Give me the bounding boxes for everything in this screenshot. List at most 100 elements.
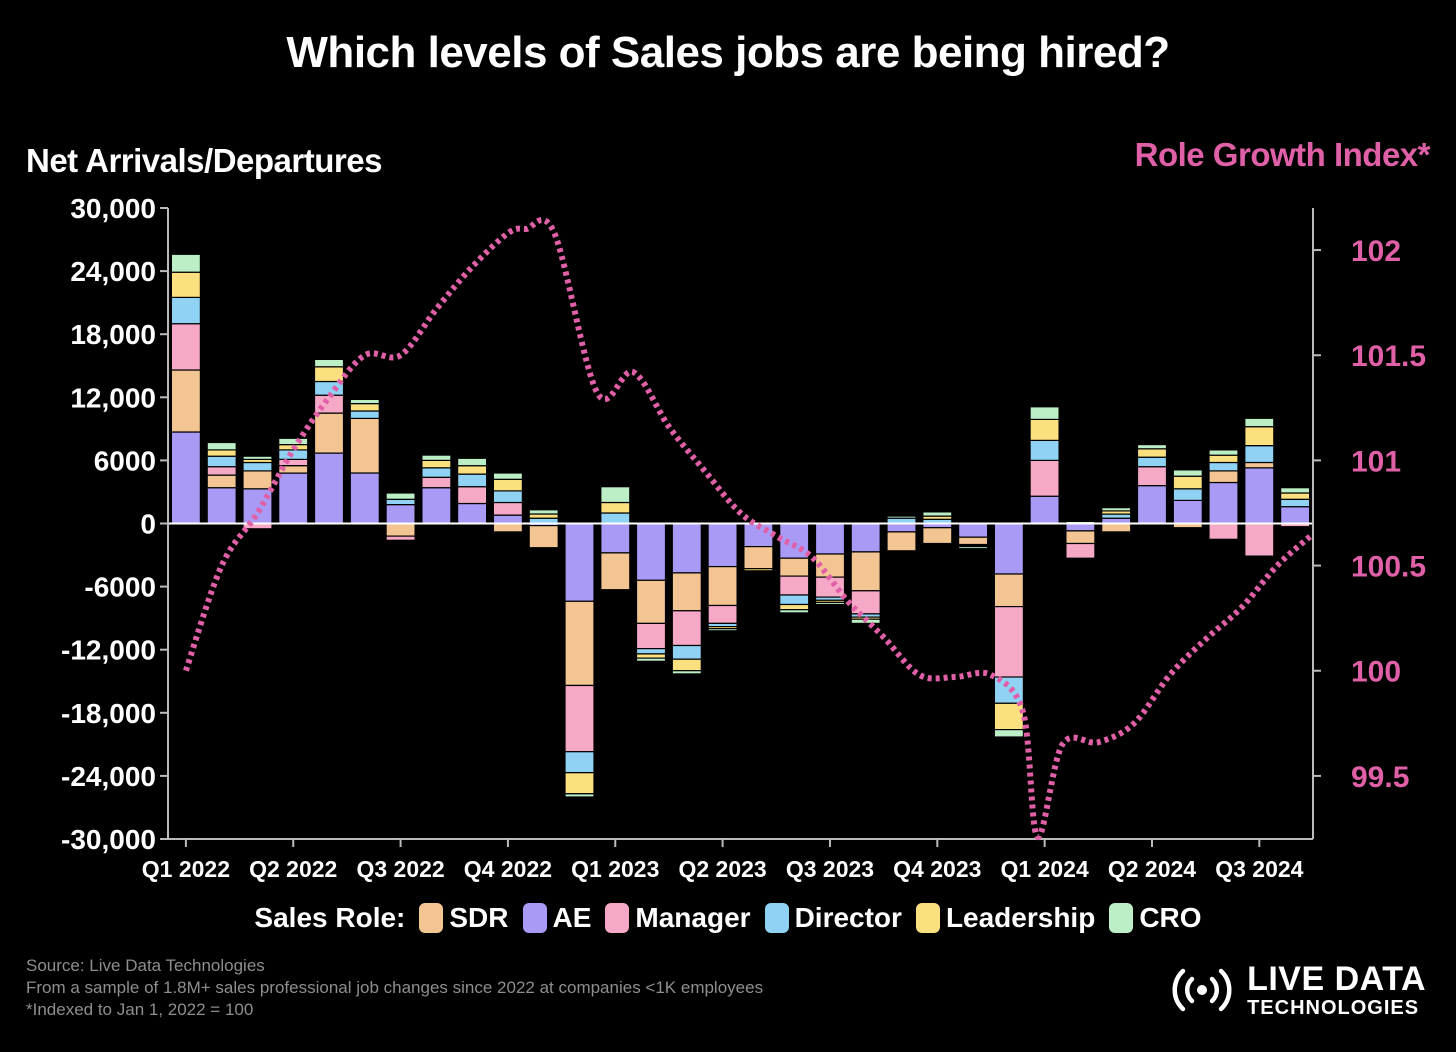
bar-ae-1 <box>206 487 237 525</box>
bar-sdr-1 <box>206 474 237 489</box>
bar-director-1 <box>206 455 237 468</box>
bar-sdr-25 <box>1065 530 1096 545</box>
bar-manager-25 <box>1065 542 1096 559</box>
bar-manager-6 <box>385 535 416 541</box>
bar-director-7 <box>421 467 452 478</box>
right-tick-label-2: 100.5 <box>1351 551 1426 584</box>
bar-ae-27 <box>1136 485 1168 525</box>
bar-cro-23 <box>993 728 1025 738</box>
bar-ae-25 <box>1065 522 1096 532</box>
legend-item-ae: AE <box>522 902 592 934</box>
x-tick-label-2: Q3 2022 <box>356 856 444 882</box>
bar-manager-11 <box>564 684 595 753</box>
bar-leadership-14 <box>671 658 702 672</box>
bar-director-31 <box>1279 498 1311 508</box>
bar-sdr-17 <box>779 557 810 577</box>
left-tick-label-4: -6000 <box>84 572 156 603</box>
bar-sdr-21 <box>922 527 953 545</box>
right-tick-label-3: 101 <box>1351 445 1401 478</box>
bar-leadership-11 <box>564 772 595 795</box>
legend-swatch-ae <box>522 903 547 933</box>
bar-cro-22 <box>957 545 989 550</box>
bar-ae-24 <box>1029 495 1060 525</box>
bar-leadership-9 <box>492 478 523 492</box>
left-tick-label-2: -18,000 <box>61 698 156 729</box>
bar-leadership-17 <box>779 603 810 611</box>
legend-item-leadership: Leadership <box>915 902 1095 934</box>
bar-cro-27 <box>1136 444 1168 450</box>
left-tick-label-0: -30,000 <box>61 824 156 855</box>
bar-sdr-11 <box>564 600 595 686</box>
bar-sdr-16 <box>743 545 774 570</box>
bar-cro-17 <box>779 609 810 614</box>
bar-director-30 <box>1244 445 1275 464</box>
bar-cro-0 <box>170 253 201 273</box>
bar-cro-24 <box>1029 406 1060 420</box>
x-tick-label-7: Q4 2023 <box>893 856 981 882</box>
left-tick-label-7: 12,000 <box>70 382 156 413</box>
legend-title: Sales Role: <box>254 902 406 933</box>
bar-ae-29 <box>1208 481 1239 525</box>
footer-sample: From a sample of 1.8M+ sales professiona… <box>26 978 764 997</box>
right-axis-label: Role Growth Index* <box>1134 136 1431 173</box>
legend-label-cro: CRO <box>1139 902 1202 933</box>
bar-manager-24 <box>1029 459 1060 497</box>
chart-title: Which levels of Sales jobs are being hir… <box>286 28 1170 77</box>
bar-manager-27 <box>1136 466 1168 487</box>
right-tick-label-4: 101.5 <box>1351 340 1426 373</box>
bar-cro-8 <box>457 457 488 467</box>
bar-director-9 <box>492 490 523 504</box>
x-tick-label-0: Q1 2022 <box>142 856 230 882</box>
x-tick-label-10: Q3 2024 <box>1215 856 1303 882</box>
bar-cro-13 <box>635 657 667 662</box>
bar-cro-2 <box>242 455 273 461</box>
legend-label-ae: AE <box>552 902 592 933</box>
bar-cro-9 <box>492 472 523 480</box>
company-logo: LIVE DATA TECHNOLOGIES <box>1171 962 1426 1018</box>
bar-manager-30 <box>1244 522 1275 557</box>
bar-ae-17 <box>779 522 810 559</box>
bar-sdr-20 <box>886 531 917 552</box>
bar-director-24 <box>1029 439 1060 461</box>
bar-cro-31 <box>1279 487 1311 494</box>
bar-sdr-30 <box>1244 461 1275 469</box>
bar-director-29 <box>1208 461 1239 472</box>
bar-manager-7 <box>421 476 452 489</box>
x-tick-label-4: Q1 2023 <box>571 856 659 882</box>
bar-ae-11 <box>564 522 595 602</box>
bar-cro-30 <box>1244 417 1275 428</box>
bar-sdr-15 <box>707 565 738 607</box>
bar-leadership-24 <box>1029 418 1060 441</box>
bar-leadership-27 <box>1136 448 1168 458</box>
bar-cro-29 <box>1208 449 1239 456</box>
left-axis-label: Net Arrivals/Departures <box>26 142 382 179</box>
bar-sdr-9 <box>492 522 523 533</box>
bar-director-27 <box>1136 456 1168 468</box>
bar-sdr-0 <box>170 369 201 433</box>
legend-item-sdr: SDR <box>419 902 509 934</box>
bar-ae-12 <box>600 522 631 554</box>
left-tick-label-5: 0 <box>140 509 156 540</box>
bar-cro-3 <box>278 437 309 446</box>
bar-cro-26 <box>1101 507 1132 512</box>
bar-sdr-29 <box>1208 470 1239 484</box>
bar-ae-20 <box>886 522 917 533</box>
x-tick-label-3: Q4 2022 <box>464 856 552 882</box>
bar-leadership-1 <box>206 449 237 457</box>
bar-manager-8 <box>457 486 488 505</box>
bar-sdr-5 <box>349 417 380 474</box>
bar-manager-13 <box>635 622 667 650</box>
bar-leadership-12 <box>600 501 631 514</box>
bar-cro-12 <box>600 486 631 504</box>
bar-manager-14 <box>671 610 702 647</box>
bar-cro-11 <box>564 793 595 798</box>
legend-swatch-director <box>764 903 789 933</box>
bar-ae-0 <box>170 431 201 525</box>
legend-swatch-manager <box>605 903 630 933</box>
bar-ae-15 <box>707 522 738 568</box>
left-tick-label-3: -12,000 <box>61 635 156 666</box>
bar-leadership-0 <box>170 271 201 299</box>
bar-ae-13 <box>635 522 667 581</box>
bar-leadership-23 <box>993 702 1025 731</box>
bar-ae-9 <box>492 514 523 525</box>
